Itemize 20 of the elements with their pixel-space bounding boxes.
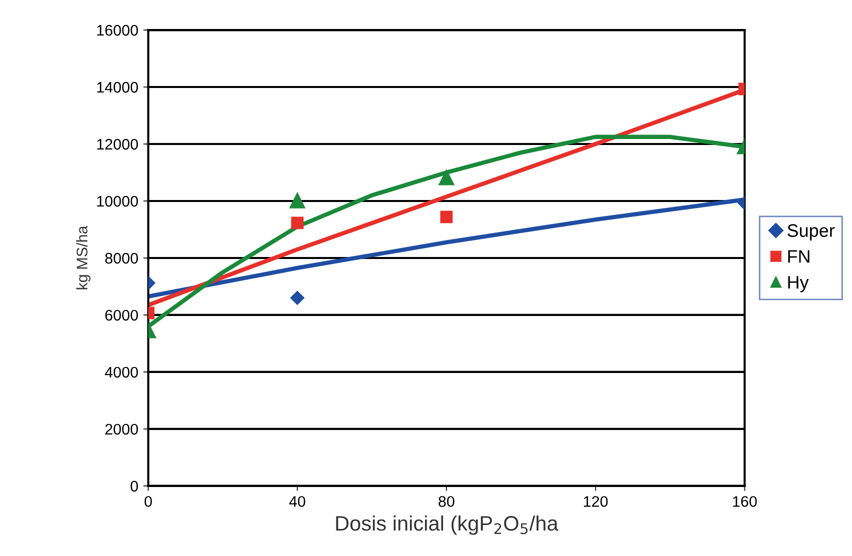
y-tick-label: 2000	[105, 424, 138, 435]
y-tick-label: 8000	[105, 252, 138, 264]
x-tick-label: 40	[289, 496, 306, 507]
x-tick-label: 0	[144, 496, 152, 507]
y-tick-label: 12000	[97, 138, 138, 150]
y-tick-label: 16000	[97, 24, 138, 36]
legend-label: Super	[788, 224, 835, 241]
y-tick-label: 6000	[105, 310, 138, 321]
legend-label: Hy	[788, 276, 809, 292]
x-tick-label: 120	[584, 496, 608, 507]
y-axis-title: kg MS/ha	[76, 226, 90, 290]
y-tick-label: 4000	[104, 366, 138, 378]
y-tick-label: 10000	[97, 196, 138, 207]
x-axis-title: Dosis inicial (kgP$_{2}$O$_{5}$/ha	[336, 515, 558, 535]
line-series	[148, 197, 745, 299]
x-tick-label: 160	[733, 496, 757, 507]
legend-label: FN	[788, 250, 810, 263]
y-tick-label: 14000	[97, 82, 138, 93]
x-tick-label: 80	[438, 496, 454, 507]
y-tick-label: 0	[130, 480, 138, 492]
